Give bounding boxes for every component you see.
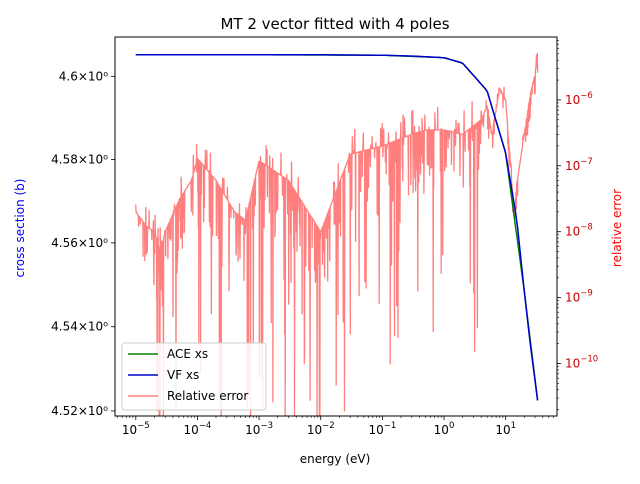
y-axis-right-ticks: 10−10 10−9 10−8 10−7 10−6: [557, 40, 598, 410]
y-axis-left-label: cross section (b): [13, 179, 27, 278]
legend-label-vf-xs: VF xs: [167, 368, 199, 382]
plot-frame: [114, 36, 558, 417]
y-left-tick-label: 4.54×10⁰: [51, 320, 108, 334]
y-axis-right-label: relative error: [610, 189, 624, 267]
legend-box: [121, 342, 267, 411]
x-axis-label: energy (eV): [300, 452, 371, 466]
y-left-tick-label: 4.58×10⁰: [51, 152, 108, 166]
y-right-tick-label: 10−8: [565, 223, 593, 239]
chart-title: MT 2 vector fitted with 4 poles: [220, 15, 449, 33]
y-axis-left-ticks: 4.52×10⁰ 4.54×10⁰ 4.56×10⁰ 4.58×10⁰ 4.6×10⁰: [51, 69, 115, 418]
series-relative-error: [135, 52, 539, 417]
y-left-tick-label: 4.52×10⁰: [51, 404, 108, 418]
series-layer: [135, 52, 539, 417]
x-tick-label: 10−2: [307, 421, 335, 437]
legend-label-relative-error: Relative error: [167, 389, 248, 403]
x-tick-label: 10−4: [184, 421, 212, 437]
y-right-tick-label: 10−10: [565, 355, 598, 371]
x-axis-ticks: 10−5 10−4 10−3 10−2 10−1 100 101: [116, 416, 554, 437]
y-right-tick-label: 10−6: [565, 91, 593, 107]
legend: ACE xs VF xs Relative error: [121, 342, 267, 411]
plot-area: 10−5 10−4 10−3 10−2 10−1 100 101 4.52×10⁰ 4.54×…: [51, 36, 598, 437]
series-vf-xs: [135, 54, 539, 401]
x-tick-label: 10−5: [122, 421, 150, 437]
x-tick-label: 10−1: [368, 421, 396, 437]
y-right-tick-label: 10−7: [565, 157, 593, 173]
x-tick-label: 10−3: [245, 421, 273, 437]
legend-label-ace-xs: ACE xs: [167, 347, 208, 361]
y-right-tick-label: 10−9: [565, 289, 593, 305]
y-left-tick-label: 4.56×10⁰: [51, 236, 108, 250]
y-left-tick-label: 4.6×10⁰: [59, 69, 108, 83]
x-tick-label: 100: [434, 421, 455, 437]
x-tick-label: 101: [495, 421, 516, 437]
